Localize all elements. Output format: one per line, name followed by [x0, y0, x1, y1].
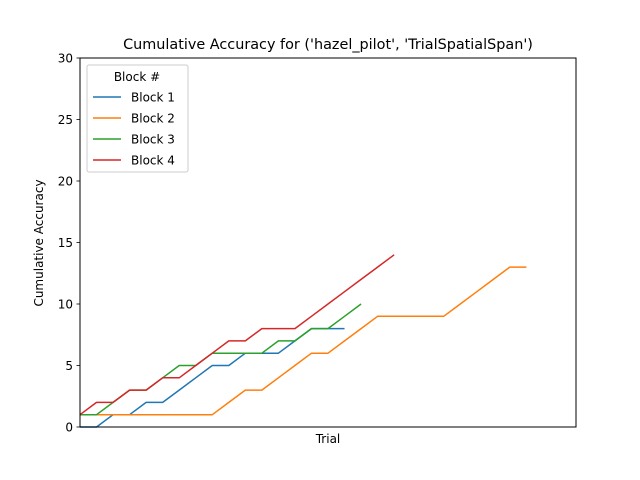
legend-label: Block 2 [131, 112, 175, 126]
y-tick-label: 0 [65, 421, 73, 435]
y-axis-label: Cumulative Accuracy [32, 179, 46, 306]
axes-frame [79, 57, 577, 428]
chart-title: Cumulative Accuracy for ('hazel_pilot', … [123, 37, 533, 53]
y-tick-label: 5 [65, 359, 73, 373]
legend-box [86, 64, 189, 173]
legend-entries: Block 1 Block 2 Block 3 Block 4 [93, 91, 175, 168]
series-line-block-4 [79, 254, 395, 416]
y-axis-ticks: 0 5 10 15 20 25 30 [58, 52, 80, 435]
y-tick-label: 30 [58, 52, 73, 66]
x-axis-label: Trial [315, 432, 341, 446]
legend-label: Block 3 [131, 133, 175, 147]
legend-title: Block # [114, 70, 160, 84]
series-lines [79, 254, 527, 428]
legend: Block # Block 1 Block 2 Block 3 Block 4 [86, 64, 189, 173]
series-line-block-2 [80, 266, 527, 416]
legend-label: Block 1 [131, 91, 175, 105]
y-tick-label: 25 [58, 113, 73, 127]
y-tick-label: 20 [58, 175, 73, 189]
y-tick-label: 15 [58, 236, 73, 250]
legend-label: Block 4 [131, 154, 175, 168]
y-tick-label: 10 [58, 298, 73, 312]
